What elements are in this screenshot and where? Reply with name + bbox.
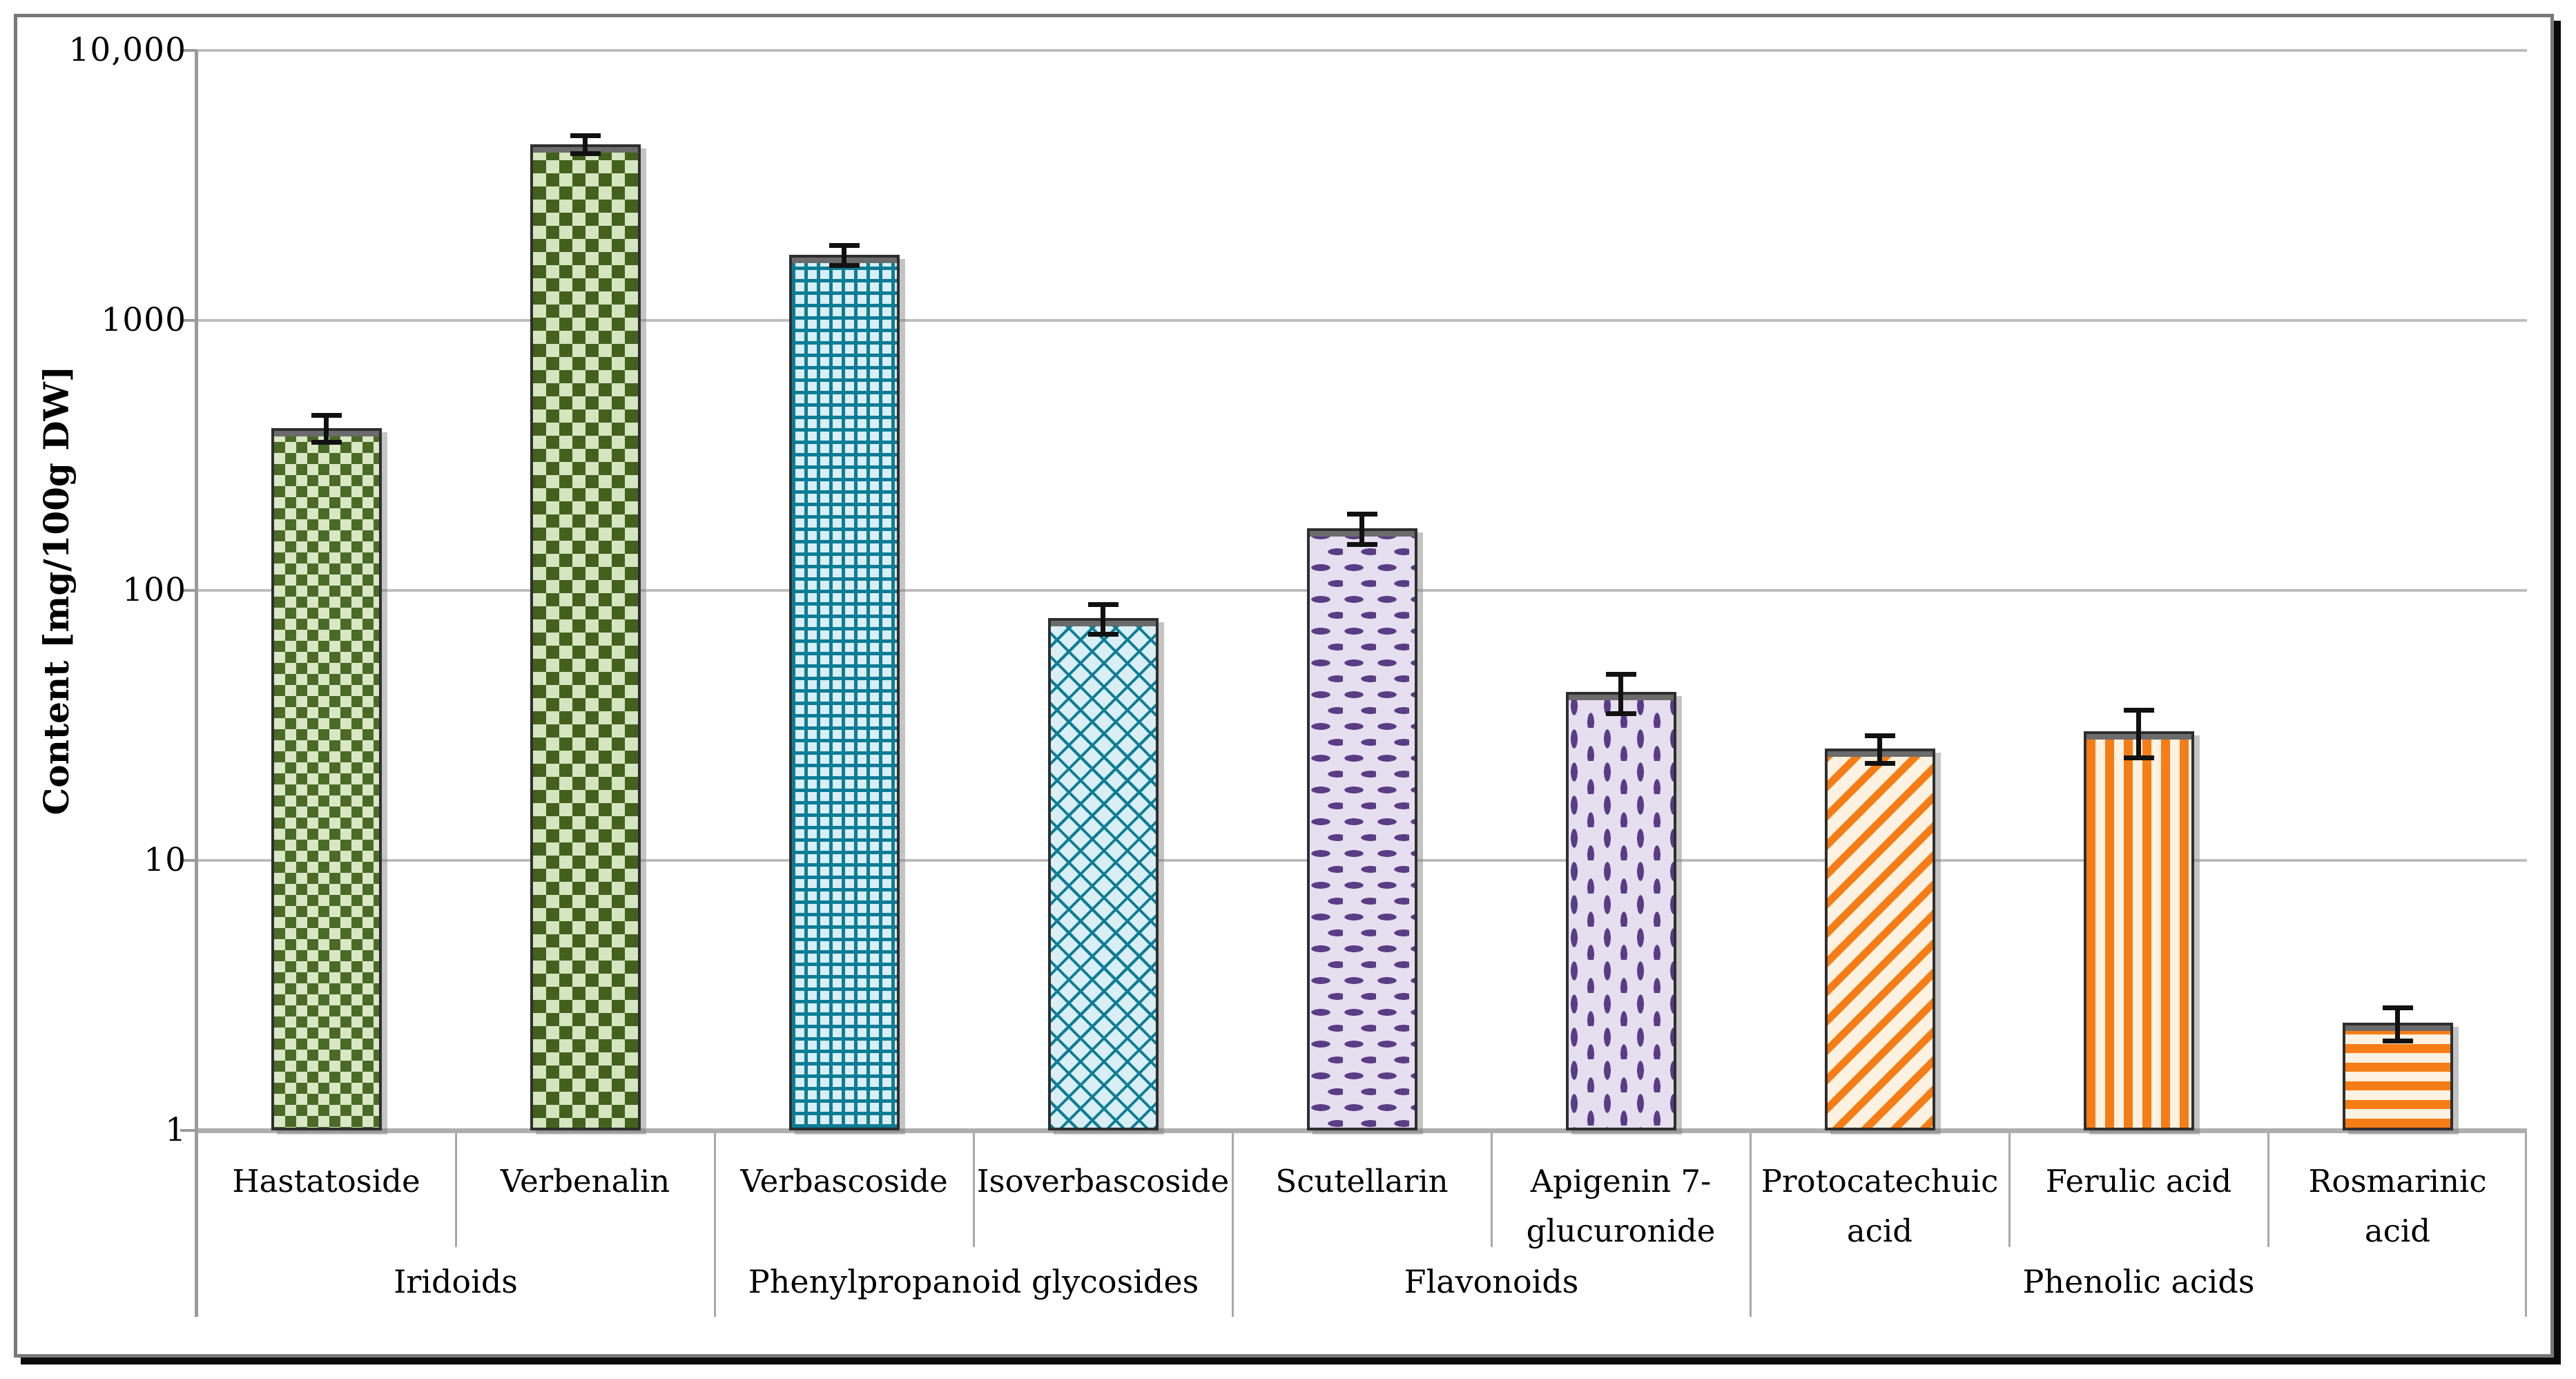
y-tick-label: 10,000 [68, 31, 186, 69]
error-bar-cap-bottom [2123, 755, 2154, 761]
label-area-right-border [2525, 1133, 2527, 1317]
error-bar-cap-bottom [1864, 760, 1895, 766]
error-bar-cap-top [1346, 512, 1377, 517]
error-bar-cap-bottom [311, 439, 342, 445]
error-bar-line-ferulic-acid [2136, 710, 2141, 758]
error-bar-line-scutellarin [1359, 514, 1364, 545]
error-bar-cap-top [570, 133, 601, 138]
y-tick-label: 1 [165, 1111, 186, 1149]
x-label-verbenalin: Verbenalin [500, 1163, 670, 1199]
x-label-isoverbascoside: Isoverbascoside [976, 1163, 1230, 1199]
gridline-1000 [197, 319, 2527, 322]
x-axis-baseline [197, 1128, 2527, 1133]
error-bar-line-hastatoside [324, 415, 329, 442]
gridline-10-000 [197, 49, 2527, 52]
error-bar-cap-bottom [829, 263, 860, 269]
x-label-verbascoside: Verbascoside [740, 1163, 948, 1199]
error-bar-line-verbenalin [583, 135, 588, 154]
bar-hastatoside [271, 427, 382, 1130]
group-separator [1231, 1133, 1234, 1317]
y-tick-mark [180, 319, 197, 322]
error-bar-line-protocatechuic-acid [1877, 735, 1882, 763]
bar-apigenin-7-glucuronide [1565, 692, 1676, 1130]
y-axis-line [195, 50, 198, 1317]
error-bar-cap-top [1087, 601, 1118, 607]
error-bar-cap-bottom [570, 151, 601, 157]
error-bar-cap-bottom [2382, 1039, 2413, 1044]
group-label-flavonoids: Flavonoids [1404, 1263, 1579, 1300]
x-label-scutellarin: Scutellarin [1275, 1163, 1449, 1199]
x-label-protocatechuic-acid: Protocatechuic acid [1761, 1163, 1999, 1249]
category-separator [454, 1133, 457, 1247]
x-label-hastatoside: Hastatoside [232, 1163, 420, 1199]
error-bar-cap-bottom [1087, 632, 1118, 637]
bar-verbascoside [788, 254, 900, 1130]
y-tick-mark [180, 589, 197, 592]
error-bar-cap-top [311, 413, 342, 418]
group-label-phenolic-acids: Phenolic acids [2022, 1263, 2255, 1300]
bar-protocatechuic-acid [1824, 748, 1935, 1130]
category-separator [2008, 1133, 2011, 1247]
y-tick-label: 1000 [101, 301, 186, 339]
error-bar-line-isoverbascoside [1101, 604, 1105, 634]
error-bar-cap-top [829, 243, 860, 248]
y-tick-label: 100 [122, 571, 186, 609]
y-tick-mark [180, 1129, 197, 1132]
x-label-ferulic-acid: Ferulic acid [2045, 1163, 2232, 1199]
error-bar-line-rosmarinic-acid [2395, 1007, 2400, 1041]
bar-verbenalin [530, 144, 641, 1130]
error-bar-cap-top [2123, 708, 2154, 713]
error-bar-line-apigenin-7-glucuronide [1618, 674, 1623, 714]
error-bar-cap-top [1605, 672, 1636, 677]
x-label-rosmarinic-acid: Rosmarinic acid [2308, 1163, 2487, 1249]
y-tick-mark [180, 49, 197, 52]
x-label-apigenin-7-glucuronide: Apigenin 7-glucuronide [1526, 1163, 1716, 1249]
bar-ferulic-acid [2083, 731, 2194, 1130]
error-bar-cap-top [1864, 733, 1895, 739]
group-separator [713, 1133, 716, 1317]
error-bar-cap-top [2382, 1005, 2413, 1011]
group-label-phenylpropanoid-glycosides: Phenylpropanoid glycosides [748, 1263, 1199, 1300]
group-label-iridoids: Iridoids [394, 1263, 518, 1300]
category-separator [1490, 1133, 1493, 1247]
bar-isoverbascoside [1047, 618, 1159, 1130]
y-tick-mark [180, 859, 197, 862]
category-separator [2267, 1133, 2269, 1247]
y-tick-label: 10 [144, 841, 186, 879]
category-separator [972, 1133, 975, 1247]
bar-scutellarin [1306, 528, 1417, 1130]
figure-frame [14, 14, 2554, 1358]
error-bar-cap-bottom [1346, 542, 1377, 548]
error-bar-line-verbascoside [842, 245, 846, 266]
error-bar-cap-bottom [1605, 711, 1636, 717]
group-separator [1749, 1133, 1752, 1317]
